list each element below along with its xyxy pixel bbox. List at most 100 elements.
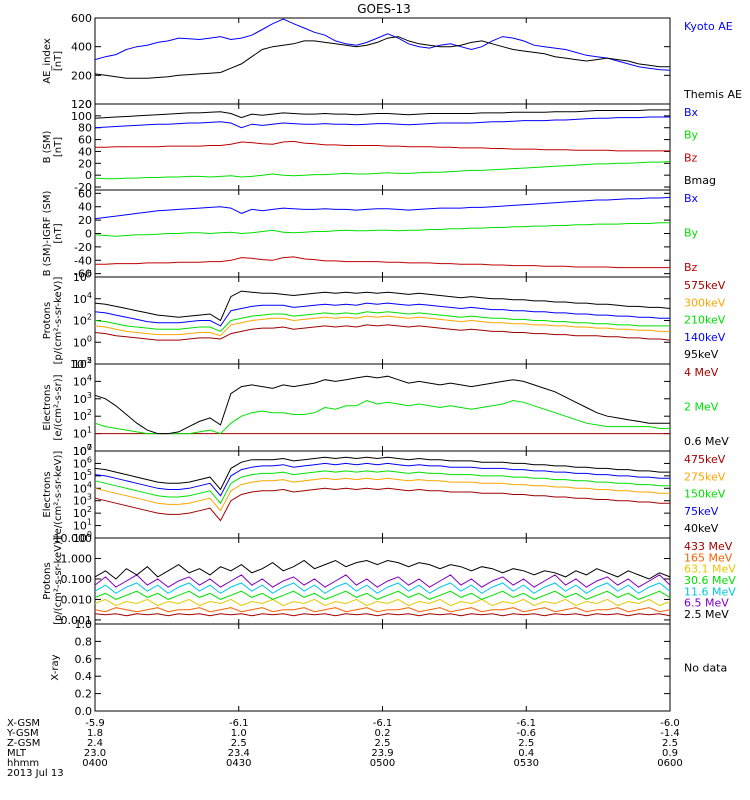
y-tick-label: 20 xyxy=(78,157,92,170)
y-tick-label: 100 xyxy=(73,443,92,458)
footer-value: 23.9 xyxy=(371,748,393,759)
y-tick-label: 104 xyxy=(73,373,92,388)
y-tick-label: 100 xyxy=(71,110,92,123)
y-tick-exponent: 0 xyxy=(87,334,92,343)
footer-row-label: MLT xyxy=(7,748,27,759)
footer-value: 0.2 xyxy=(375,728,391,739)
y-tick-label: 0 xyxy=(85,98,92,111)
footer-value: 0.4 xyxy=(518,748,534,759)
y-tick-base: 10 xyxy=(73,470,87,483)
y-tick-label: 40 xyxy=(78,201,92,214)
series-line-by xyxy=(94,222,670,237)
y-tick-label: 105 xyxy=(73,356,92,371)
y-tick-label: 101 xyxy=(73,518,92,533)
y-tick-base: 10 xyxy=(73,532,87,545)
y-tick-label: 40 xyxy=(78,145,92,158)
y-tick-exponent: 5 xyxy=(87,356,92,365)
footer-row-label: X-GSM xyxy=(7,718,40,729)
legend-label: 575keV xyxy=(684,279,726,292)
legend-label: 165 MeV xyxy=(684,551,733,564)
footer-value: 0430 xyxy=(226,758,251,769)
footer-value: 1.0 xyxy=(231,728,247,739)
y-tick-base: 10 xyxy=(73,336,87,349)
series-line-275kev xyxy=(94,477,670,512)
y-tick-exponent: 6 xyxy=(87,455,92,464)
footer-row-label: Y-GSM xyxy=(6,728,39,739)
y-tick-label: 0.6 xyxy=(75,653,93,666)
y-tick-exponent: 7 xyxy=(87,443,92,452)
footer-value: 1.8 xyxy=(87,728,103,739)
y-tick-label: 200 xyxy=(71,69,92,82)
series-line-by xyxy=(94,161,671,180)
legend-label: Bz xyxy=(684,261,698,274)
y-tick-base: 10 xyxy=(73,293,87,306)
series-line-bx xyxy=(94,196,671,220)
y-axis-label: [e/(cm²-s-sr)] xyxy=(53,374,64,440)
y-tick-exponent: 1 xyxy=(87,518,92,527)
footer-value: 23.0 xyxy=(84,748,106,759)
y-tick-exponent: 2 xyxy=(87,505,92,514)
series-line-75kev xyxy=(94,462,670,497)
y-tick-label: 60 xyxy=(78,187,92,200)
y-tick-label: 0.2 xyxy=(75,688,93,701)
y-tick-label: 1.000 xyxy=(61,552,93,565)
y-tick-label: 102 xyxy=(73,408,92,423)
footer-value: -1.4 xyxy=(660,728,680,739)
panel-frame xyxy=(94,623,671,712)
y-tick-base: 10 xyxy=(73,482,87,495)
series-line-themis-ae xyxy=(94,36,670,79)
series-line-bz xyxy=(95,140,670,152)
footer-date: 2013 Jul 13 xyxy=(7,768,64,779)
panel-8: 0.0 0.2 0.4 0.6 0.8 1.0 X-ray No data xyxy=(50,618,727,718)
y-tick-label: 100 xyxy=(73,334,92,349)
series-line-210kev xyxy=(94,311,670,332)
y-tick-label: 105 xyxy=(73,468,92,483)
legend-label: 140keV xyxy=(684,331,726,344)
footer-value: 0530 xyxy=(514,758,539,769)
y-tick-exponent: 4 xyxy=(87,291,92,300)
y-axis-label: [p/(cm²-s-sr-keV)] xyxy=(53,277,64,365)
y-tick-label: 60 xyxy=(78,134,92,147)
y-axis-label: [nT] xyxy=(53,223,64,243)
y-tick-label: 0.8 xyxy=(75,635,93,648)
legend-label: 210keV xyxy=(684,314,726,327)
y-tick-label: 0.4 xyxy=(75,670,93,683)
series-line-140kev xyxy=(94,302,670,327)
series-line-63-1-mev xyxy=(94,598,671,607)
legend-label: 300keV xyxy=(684,296,726,309)
legend-label: Kyoto AE xyxy=(684,20,733,33)
legend-label: 40keV xyxy=(684,522,719,535)
y-tick-label: 10.000 xyxy=(54,532,93,545)
panel-1: 0 200 400 600 AE_index [nT] Kyoto AE Themis AE xyxy=(42,12,742,111)
series-line-150kev xyxy=(94,470,670,505)
y-tick-label: 103 xyxy=(73,493,92,508)
plot-title: GOES-13 xyxy=(357,2,411,16)
y-tick-label: 600 xyxy=(71,12,92,25)
y-tick-exponent: -2 xyxy=(84,356,92,365)
footer-value: -6.1 xyxy=(229,718,249,729)
legend-label: 475keV xyxy=(684,453,726,466)
footer-row-label: Z-GSM xyxy=(7,738,40,749)
y-tick-label: 0.0 xyxy=(75,705,93,718)
y-tick-label: 102 xyxy=(73,313,92,328)
legend-label: 95keV xyxy=(684,348,719,361)
footer-value: 2.4 xyxy=(87,738,103,749)
y-axis-label: Protons xyxy=(42,562,53,599)
y-tick-exponent: 5 xyxy=(87,468,92,477)
y-tick-label: 102 xyxy=(73,505,92,520)
legend-label: Bz xyxy=(684,151,698,164)
y-tick-exponent: 0 xyxy=(87,530,92,539)
y-tick-label: -40 xyxy=(74,254,92,267)
y-tick-label: 106 xyxy=(73,455,92,470)
y-tick-base: 10 xyxy=(73,445,87,458)
y-tick-base: 10 xyxy=(73,375,87,388)
y-tick-label: -20 xyxy=(74,181,92,194)
series-line-575kev xyxy=(94,324,671,341)
y-tick-exponent: 0 xyxy=(87,443,92,452)
y-tick-label: -60 xyxy=(74,268,92,281)
y-axis-label: Electrons xyxy=(42,471,53,517)
y-tick-exponent: 4 xyxy=(87,373,92,382)
y-tick-label: 1.0 xyxy=(75,618,93,631)
